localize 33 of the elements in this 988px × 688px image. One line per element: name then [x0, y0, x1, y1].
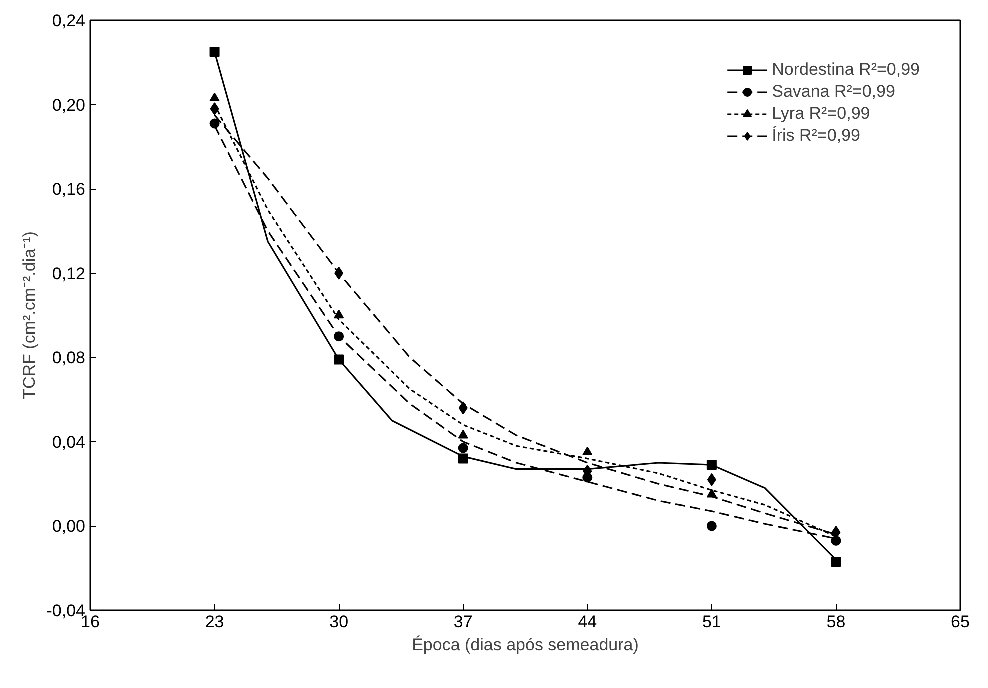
point [458, 402, 468, 415]
point [210, 47, 220, 58]
x-tick-label: 23 [205, 612, 224, 632]
legend-label: Nordestina R²=0,99 [772, 60, 920, 80]
y-tick-label: 0,08 [52, 348, 86, 368]
legend-label: Lyra R²=0,99 [772, 104, 870, 124]
x-axis-title: Época (dias após semeadura) [412, 636, 639, 654]
point [334, 310, 344, 319]
point [210, 102, 220, 116]
x-tick-label: 58 [826, 612, 846, 632]
x-tick-label: 44 [578, 612, 598, 632]
y-axis-title: TCRF (cm².cm⁻².dia⁻¹) [20, 232, 39, 400]
x-tick-label: 30 [330, 612, 349, 632]
point [210, 118, 220, 129]
legend-label: Íris R²=0,99 [772, 126, 860, 146]
y-tick-label: 0,00 [52, 517, 86, 536]
x-tick-label: 65 [951, 612, 970, 632]
point [831, 557, 842, 568]
point [210, 92, 220, 102]
x-tick-label: 51 [702, 612, 722, 632]
y-tick-label: 0,20 [52, 96, 86, 115]
y-tick-label: 0,04 [52, 432, 86, 452]
y-tick-label: 0,24 [52, 12, 86, 30]
point [706, 521, 717, 532]
y-tick-label: 0,12 [52, 264, 86, 284]
point [582, 446, 593, 456]
point [831, 536, 842, 546]
x-tick-label: 37 [454, 612, 473, 632]
point [458, 443, 468, 454]
point [707, 473, 716, 486]
legend-label: Savana R²=0,99 [772, 82, 896, 102]
point [458, 430, 468, 439]
y-tick-label: 0,16 [52, 180, 86, 200]
